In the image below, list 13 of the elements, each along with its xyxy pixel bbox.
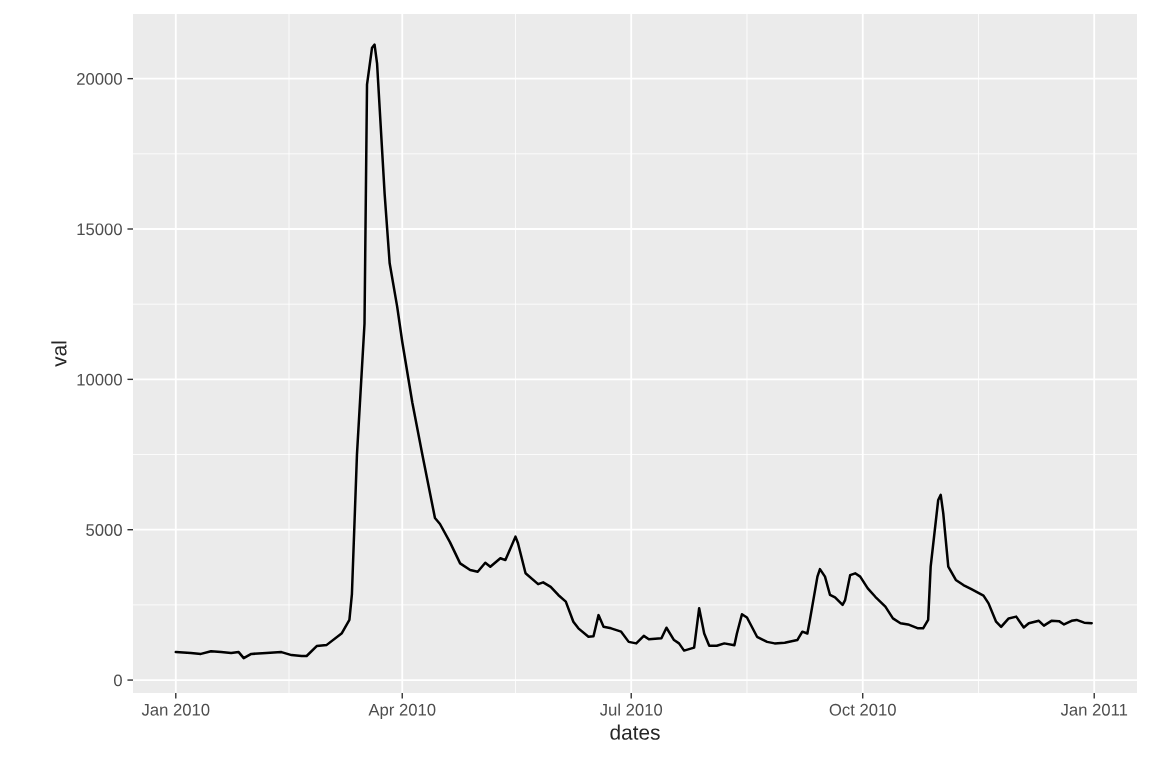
y-tick-label: 20000 [77,73,122,85]
x-tick-label: Apr 2010 [368,703,436,719]
y-tick-label: 5000 [86,524,122,536]
x-tick-label: Jan 2011 [1060,703,1128,716]
y-tick-label: 10000 [77,373,122,386]
x-tick-label: Jan 2010 [141,703,210,716]
y-tick-label: 0 [113,674,122,687]
x-axis-title: dates [610,724,660,740]
line-series [174,43,1093,660]
y-axis-title: val [51,341,67,367]
x-tick-label: Oct 2010 [829,703,896,716]
x-tick-label: Jul 2010 [599,703,663,716]
y-tick-label: 15000 [77,223,122,236]
